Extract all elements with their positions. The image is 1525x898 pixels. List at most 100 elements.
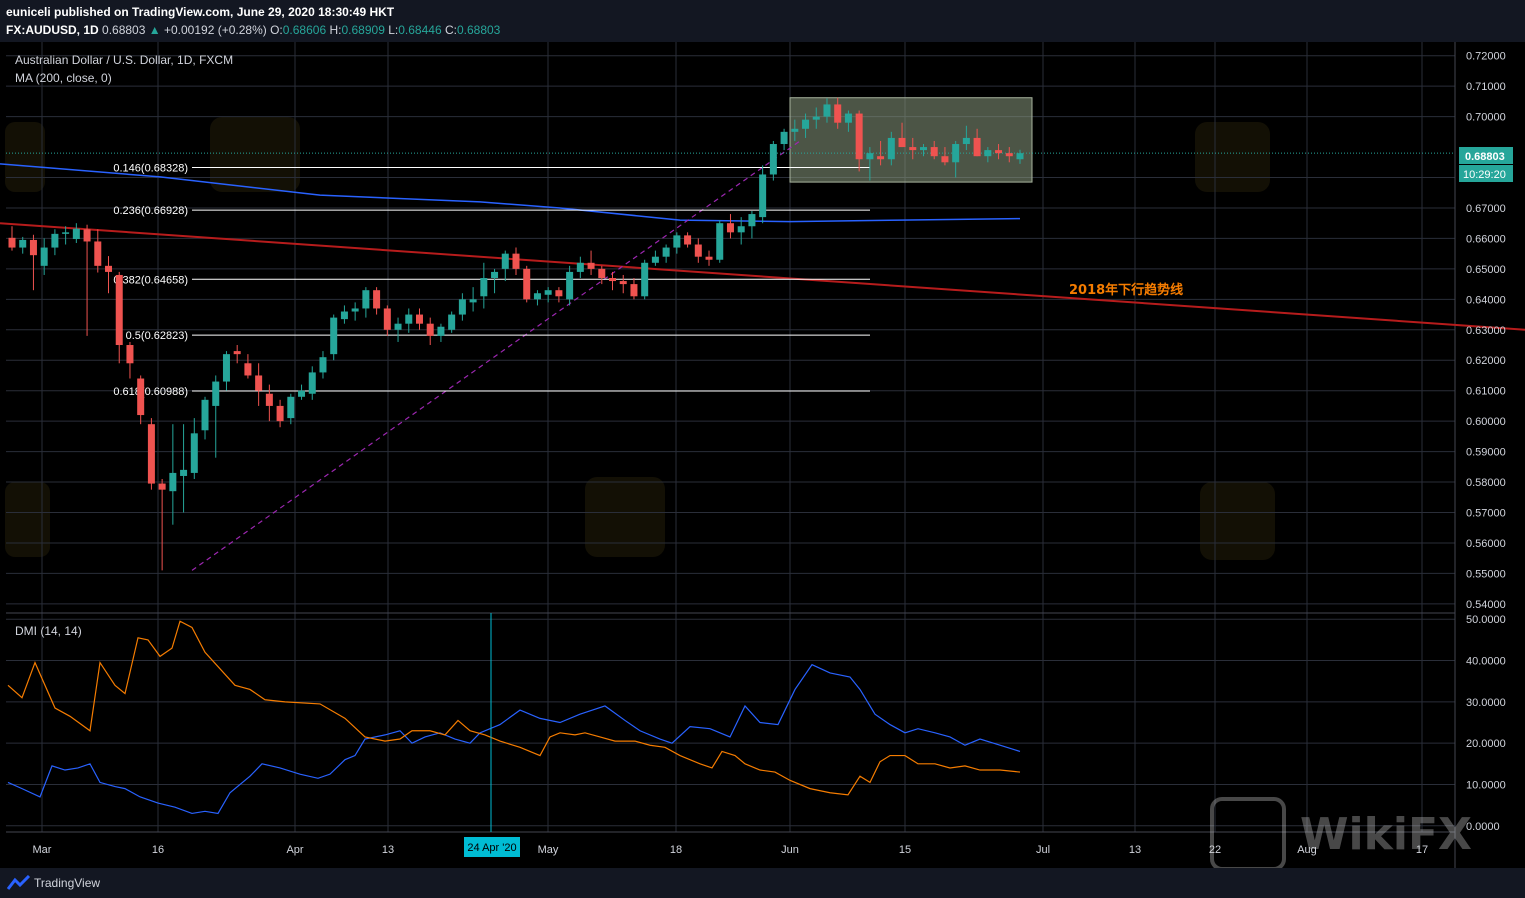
candle-body: [748, 214, 756, 227]
dmi-plus-line[interactable]: [7, 663, 1021, 815]
last-price-tag: [1459, 147, 1513, 164]
candle-body: [405, 314, 413, 324]
candle-body: [866, 153, 874, 160]
candle-body: [169, 472, 177, 492]
dmi-legend[interactable]: DMI (14, 14): [15, 624, 82, 638]
watermark-logo: [1200, 482, 1275, 560]
candle-body: [276, 405, 284, 422]
trendline-2018[interactable]: [0, 222, 1525, 331]
dmi-tick-label: 30.0000: [1466, 697, 1506, 709]
trendline-label: 2018年下行趋势线: [1069, 282, 1183, 298]
ohlc-line: FX:AUDUSD, 1D 0.68803 ▲ +0.00192 (+0.28%…: [6, 23, 500, 37]
chart-title[interactable]: Australian Dollar / U.S. Dollar, 1D, FXC…: [15, 53, 234, 67]
candle-body: [383, 308, 391, 330]
candle-body: [501, 253, 509, 269]
candle-body: [330, 317, 338, 355]
candle-body: [212, 381, 220, 406]
candle-body: [651, 256, 659, 263]
candle-body: [726, 223, 734, 233]
price-tick-label: 0.61000: [1466, 386, 1506, 398]
candle-body: [791, 128, 799, 132]
candle-body: [598, 268, 606, 279]
candle-body: [780, 131, 788, 145]
candle-body: [619, 281, 627, 285]
candle-body: [555, 290, 563, 297]
tradingview-brand[interactable]: TradingView: [34, 876, 101, 890]
candle-body: [566, 271, 574, 300]
candle-body: [458, 299, 466, 315]
countdown-tag: [1459, 165, 1513, 182]
dmi-tick-label: 0.0000: [1466, 821, 1500, 833]
candle-body: [340, 311, 348, 320]
time-axis[interactable]: Mar 16 Apr 13 May 18 Jun 15 Jul 13 22 Aug 17: [33, 844, 1429, 856]
candle-body: [137, 378, 145, 416]
candle-body: [716, 223, 724, 260]
candle-body: [265, 393, 273, 406]
candle-body: [233, 351, 241, 355]
fib-level-label: 0.146(0.68328): [113, 163, 188, 175]
dmi-lines: [7, 620, 1021, 815]
candle-body: [995, 150, 1003, 154]
candle-body: [415, 314, 423, 324]
chart-header: euniceli published on TradingView.com, J…: [0, 0, 1525, 42]
watermark-logo: [5, 122, 45, 192]
candle-body: [877, 156, 885, 160]
candle-body: [769, 144, 777, 175]
candle-body: [298, 390, 306, 397]
candle-body: [115, 274, 123, 346]
fib-level-label: 0.618(0.60988): [113, 386, 188, 398]
fib-trend-line[interactable]: [191, 140, 801, 571]
candle-body: [190, 433, 198, 473]
candle-body: [855, 113, 863, 160]
candle-body: [909, 147, 917, 151]
candle-body: [587, 262, 595, 269]
chart-canvas[interactable]: 0.146(0.68328) 0.236(0.66928) 0.382(0.6465…: [0, 42, 1525, 868]
price-tick-label: 0.72000: [1466, 51, 1506, 63]
ma200-line[interactable]: [0, 163, 1021, 223]
publish-info: euniceli published on TradingView.com, J…: [6, 5, 394, 19]
candle-body: [19, 239, 27, 248]
watermark-pattern: [5, 117, 1275, 560]
candle-body: [51, 233, 59, 248]
price-tick-label: 0.56000: [1466, 538, 1506, 550]
candle-body: [523, 268, 531, 300]
price-change: +0.00192 (+0.28%): [163, 23, 267, 37]
candle-body: [491, 271, 499, 279]
candle-body: [673, 235, 681, 248]
close-value: 0.68803: [456, 23, 501, 37]
close-label: C:: [444, 23, 457, 37]
candle-body: [576, 262, 584, 272]
ma-legend[interactable]: MA (200, close, 0): [15, 71, 112, 85]
dmi-tick-label: 40.0000: [1466, 656, 1506, 668]
price-tick-label: 0.55000: [1466, 568, 1506, 580]
candle-body: [844, 113, 852, 123]
price-tick-label: 0.71000: [1466, 81, 1506, 93]
price-tick-label: 0.66000: [1466, 233, 1506, 245]
candle-body: [887, 137, 895, 160]
candle-body: [737, 226, 745, 233]
candle-body: [180, 469, 188, 476]
candle-body: [373, 290, 381, 309]
candle-body: [448, 314, 456, 330]
watermark-logo: [1195, 122, 1270, 192]
chart-area[interactable]: 0.146(0.68328) 0.236(0.66928) 0.382(0.6465…: [0, 42, 1525, 868]
candle-body: [319, 357, 327, 373]
time-tick-label: 18: [670, 844, 682, 856]
candle-body: [641, 262, 649, 297]
high-value: 0.68909: [341, 23, 385, 37]
fib-level-label: 0.5(0.62823): [126, 330, 188, 342]
candle-body: [351, 308, 359, 312]
candle-body: [147, 424, 155, 484]
dmi-minus-line[interactable]: [7, 620, 1021, 796]
last-price: 0.68803: [102, 23, 146, 37]
price-axis[interactable]: 0.720000.710000.700000.680000.670000.660…: [1466, 51, 1506, 833]
price-tick-label: 0.67000: [1466, 203, 1506, 215]
price-tick-label: 0.60000: [1466, 416, 1506, 428]
fib-level-label: 0.382(0.64658): [113, 274, 188, 286]
candle-body: [72, 228, 80, 240]
time-tick-label: 16: [152, 844, 164, 856]
time-tick-label: Aug: [1297, 844, 1317, 856]
open-value: 0.68606: [282, 23, 327, 37]
price-tick-label: 0.62000: [1466, 355, 1506, 367]
symbol-label[interactable]: FX:AUDUSD, 1D: [6, 23, 99, 37]
